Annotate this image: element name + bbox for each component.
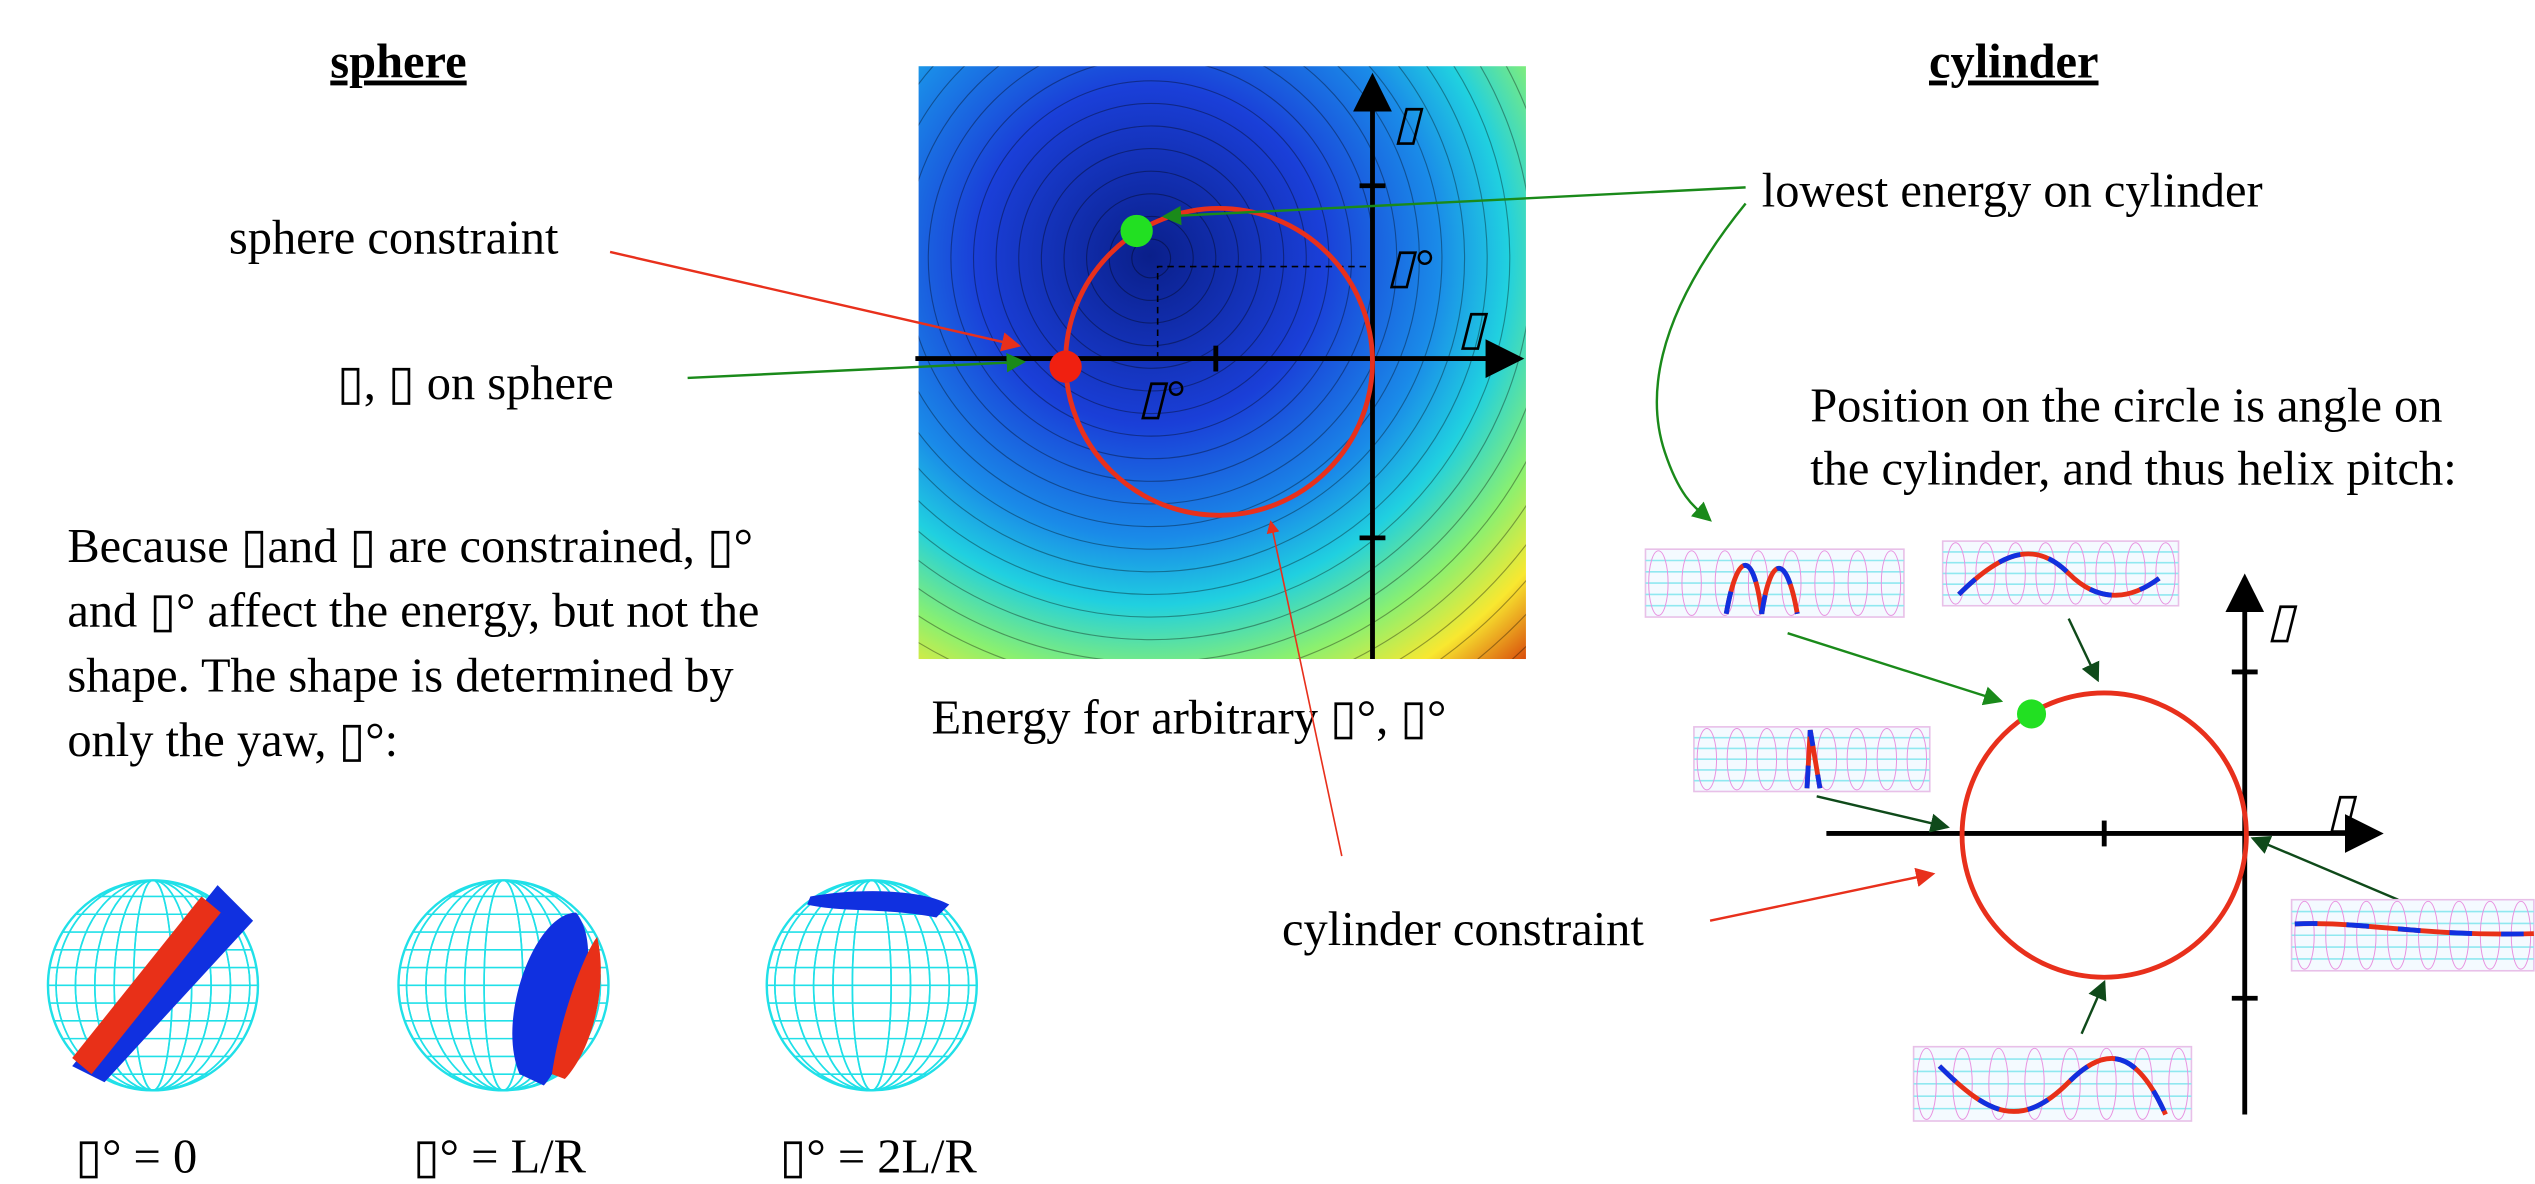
arrow xyxy=(2253,838,2398,899)
axis-label: ▯° xyxy=(1387,241,1433,294)
arrow xyxy=(1817,796,1948,827)
annotation: the cylinder, and thus helix pitch: xyxy=(1810,443,2456,496)
sphere-point xyxy=(1049,351,1081,383)
circle-plot: ▯ ▯ xyxy=(1645,541,2533,1121)
explanation-line: and ▯° affect the energy, but not the xyxy=(67,585,759,638)
helix-thumbnail xyxy=(1914,1047,2192,1121)
sphere xyxy=(767,880,977,1090)
explanation-line: Because ▯and ▯ are constrained, ▯° xyxy=(67,520,753,573)
arrow xyxy=(2082,982,2105,1034)
sphere-caption: ▯° = L/R xyxy=(413,1131,587,1184)
caption: Energy for arbitrary ▯°, ▯° xyxy=(932,691,1447,744)
sphere xyxy=(48,880,258,1090)
axis-label: ▯ xyxy=(2267,594,2298,647)
arrow xyxy=(1657,204,1746,521)
helix-thumbnail xyxy=(1943,541,2179,606)
helix-thumbnail xyxy=(2292,900,2534,971)
annotation: sphere constraint xyxy=(229,212,559,265)
axis-label: ▯° xyxy=(1138,372,1184,425)
arrow xyxy=(1788,633,2001,701)
annotation: ▯, ▯ on sphere xyxy=(337,357,614,410)
annotation: lowest energy on cylinder xyxy=(1762,165,2263,218)
explanation-line: shape. The shape is determined by xyxy=(67,649,734,702)
annotation: cylinder constraint xyxy=(1282,903,1644,956)
sphere xyxy=(398,880,608,1090)
axis-label: ▯ xyxy=(1393,97,1424,150)
axis-label: ▯ xyxy=(2327,785,2358,838)
arrow xyxy=(2069,619,2098,680)
annotation: Position on the circle is angle on xyxy=(1810,380,2442,433)
heading: cylinder xyxy=(1929,36,2099,89)
explanation-line: only the yaw, ▯°: xyxy=(67,714,398,767)
axis-label: ▯ xyxy=(1458,302,1489,355)
helix-thumbnail xyxy=(1645,549,1903,617)
heading: sphere xyxy=(330,36,466,89)
sphere-caption: ▯° = 0 xyxy=(75,1131,197,1184)
min-point xyxy=(1121,215,1153,247)
sphere-caption: ▯° = 2L/R xyxy=(780,1131,978,1184)
helix-thumbnail xyxy=(1694,727,1930,792)
sphere-examples xyxy=(48,880,977,1090)
arrow xyxy=(1710,874,1933,921)
min-point xyxy=(2017,699,2046,728)
slide: sphere cylinder ▯ ▯ ▯° ▯° Energy for arb… xyxy=(0,0,2535,1184)
